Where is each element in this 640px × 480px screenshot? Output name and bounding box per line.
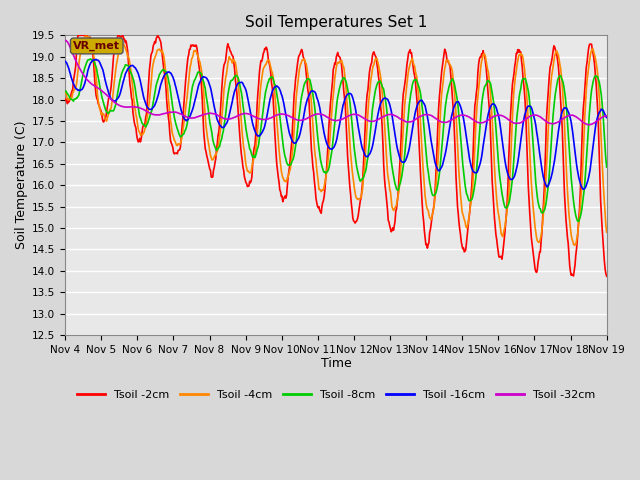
X-axis label: Time: Time	[321, 358, 351, 371]
Title: Soil Temperatures Set 1: Soil Temperatures Set 1	[244, 15, 427, 30]
Text: VR_met: VR_met	[73, 41, 120, 51]
Legend: Tsoil -2cm, Tsoil -4cm, Tsoil -8cm, Tsoil -16cm, Tsoil -32cm: Tsoil -2cm, Tsoil -4cm, Tsoil -8cm, Tsoi…	[72, 385, 599, 404]
Y-axis label: Soil Temperature (C): Soil Temperature (C)	[15, 121, 28, 250]
